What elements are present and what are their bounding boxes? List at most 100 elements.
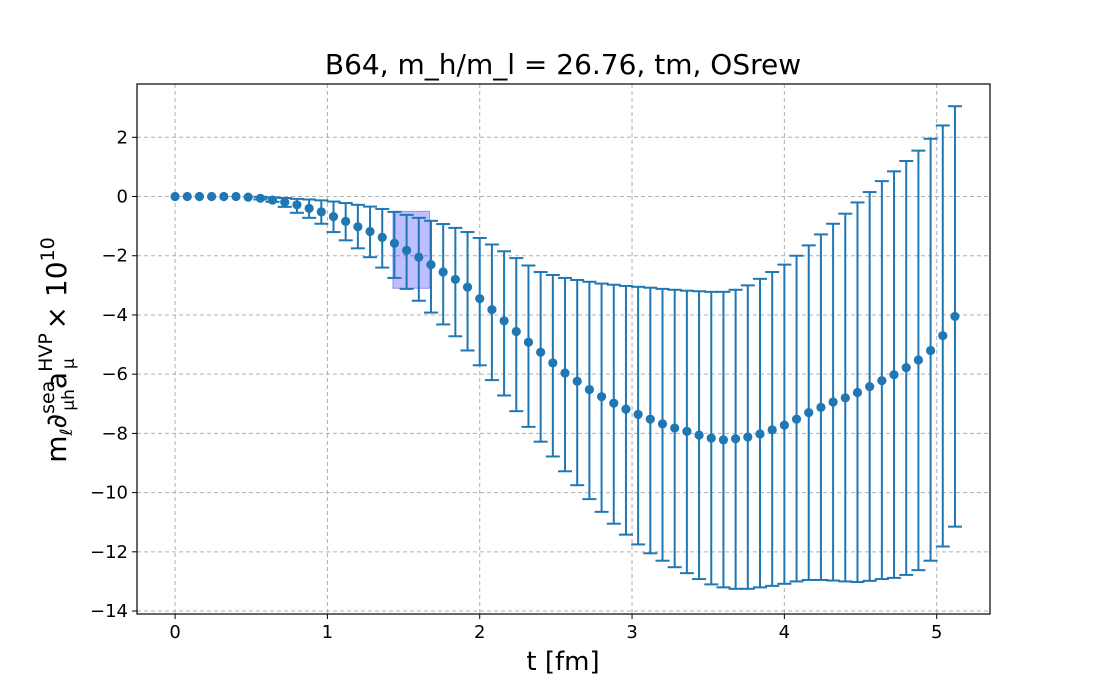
y-axis-label: mℓ∂seaμhaHVP μ × 1010 [35, 237, 79, 462]
data-point [645, 414, 655, 424]
y-label-partial: ∂ [40, 414, 73, 428]
data-point [328, 212, 339, 222]
data-point [280, 197, 290, 207]
y-tick-label: −10 [90, 483, 128, 504]
data-point [389, 238, 400, 248]
chart-title: B64, m_h/m_l = 26.76, tm, OSrew [325, 48, 801, 81]
highlight-band [392, 210, 430, 289]
y-tick-label: −2 [101, 246, 128, 267]
y-tick-label: −12 [90, 542, 128, 563]
x-tick-label: 1 [322, 622, 333, 643]
data-point [633, 409, 643, 420]
data-point [731, 434, 741, 444]
data-point [865, 382, 875, 392]
data-point [791, 414, 802, 424]
data-point [718, 435, 729, 445]
data-point [207, 191, 217, 202]
data-point [523, 337, 534, 347]
x-tick-label: 4 [779, 622, 790, 643]
data-point [913, 355, 924, 365]
data-point [572, 376, 582, 386]
data-point [462, 282, 473, 292]
x-tick-label: 2 [474, 622, 485, 643]
y-label-times: × 10 [40, 261, 73, 338]
data-point [487, 305, 497, 315]
data-point [267, 195, 278, 205]
data-point [536, 347, 546, 357]
y-axis-ticks: −14 −12 −10 −8 −6 −4 −2 0 2 [90, 127, 137, 622]
data-point [852, 387, 863, 398]
y-label-a: a [40, 372, 73, 389]
data-point [511, 326, 521, 337]
data-point [414, 252, 424, 262]
y-tick-label: −6 [101, 364, 128, 385]
data-point [828, 397, 838, 407]
data-point [341, 216, 351, 226]
data-point [255, 193, 265, 203]
data-point [450, 274, 460, 285]
x-tick-label: 5 [931, 622, 942, 643]
data-point [755, 429, 765, 439]
data-point [925, 345, 936, 356]
data-point [596, 392, 607, 402]
data-point [402, 245, 412, 256]
y-tick-label: −14 [90, 601, 128, 622]
data-point [365, 226, 375, 237]
data-point [170, 191, 180, 202]
data-point [621, 404, 631, 414]
data-point [499, 316, 509, 326]
y-tick-label: 0 [117, 187, 128, 208]
data-point [304, 203, 314, 213]
data-point [377, 232, 387, 242]
data-point [584, 384, 594, 395]
data-point [743, 432, 753, 442]
data-point [938, 331, 948, 341]
y-label-partial-sub: μh [59, 389, 79, 411]
grid-lines [137, 84, 990, 614]
x-axis-label: t [fm] [526, 647, 599, 677]
data-point [560, 368, 570, 378]
data-point [670, 423, 680, 433]
data-point [657, 419, 668, 429]
data-point [950, 311, 960, 322]
data-point [804, 408, 814, 418]
y-label-base: m [40, 435, 73, 462]
plot-area-frame [136, 83, 991, 615]
data-point [682, 426, 692, 436]
data-point [219, 191, 229, 202]
data-point [779, 420, 789, 430]
data-point [609, 398, 619, 408]
data-markers [170, 191, 960, 445]
y-label-a-sup: HVP [35, 333, 57, 372]
data-point [548, 358, 558, 368]
data-point [694, 430, 704, 440]
data-point [231, 191, 241, 202]
data-point [840, 393, 850, 403]
data-point [816, 402, 826, 412]
data-point [426, 260, 436, 270]
data-point [194, 191, 205, 202]
y-label-base-sub: ℓ [57, 428, 77, 436]
data-point [438, 267, 448, 277]
x-tick-label: 3 [626, 622, 637, 643]
data-point [767, 425, 777, 435]
error-bars [253, 105, 962, 590]
data-point [901, 363, 911, 373]
y-tick-label: −8 [101, 423, 128, 444]
y-tick-label: −4 [101, 305, 128, 326]
y-label-a-sub: μ [59, 358, 79, 369]
y-label-partial-sup: sea [37, 381, 59, 414]
data-point [182, 191, 192, 202]
data-point [292, 200, 302, 210]
data-point [877, 376, 887, 386]
data-point [243, 192, 253, 202]
y-tick-label: 2 [117, 127, 128, 148]
data-point [706, 433, 716, 443]
x-axis-ticks: 0 1 2 3 4 5 [169, 614, 942, 643]
data-point [316, 207, 326, 217]
data-point [889, 370, 899, 380]
data-point [475, 294, 485, 304]
x-tick-label: 0 [169, 622, 180, 643]
data-point [353, 222, 363, 232]
